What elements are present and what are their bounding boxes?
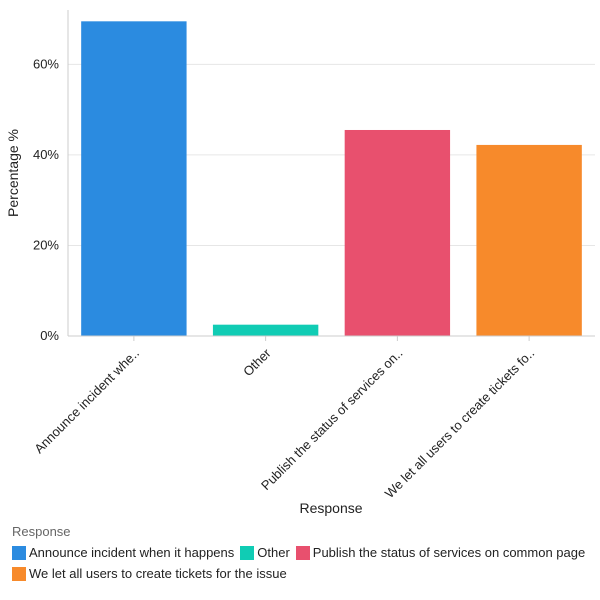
legend-swatch <box>12 566 26 581</box>
bar[interactable] <box>81 21 187 336</box>
bars <box>81 21 582 336</box>
bar[interactable] <box>476 144 582 336</box>
legend-label: Announce incident when it happens <box>29 545 235 560</box>
y-tick-label: 20% <box>33 237 59 252</box>
legend-items: Announce incident when it happens Other Pu… <box>12 545 597 581</box>
y-axis-title: Percentage % <box>5 129 21 217</box>
legend-swatch <box>295 545 310 560</box>
bar[interactable] <box>212 324 319 336</box>
legend-item[interactable]: Other <box>240 545 290 560</box>
bar[interactable] <box>344 129 451 336</box>
x-tick-label: Publish the status of services on.. <box>258 346 406 494</box>
legend-label: Other <box>257 545 290 560</box>
legend-label: Publish the status of services on common… <box>312 545 586 560</box>
legend-swatch <box>240 545 255 560</box>
x-tick-label: Other <box>240 345 274 379</box>
y-tick-label: 60% <box>33 56 59 71</box>
legend-title: Response <box>12 524 71 539</box>
x-axis-title: Response <box>299 500 362 516</box>
legend-item[interactable]: We let all users to create tickets for t… <box>12 566 287 581</box>
legend-item[interactable]: Publish the status of services on common… <box>295 545 586 560</box>
y-tick-label: 40% <box>33 147 59 162</box>
y-tick-label: 0% <box>40 328 59 343</box>
legend: Response Announce incident when it happe… <box>12 524 597 581</box>
legend-label: We let all users to create tickets for t… <box>29 566 287 581</box>
legend-item[interactable]: Announce incident when it happens <box>12 545 234 560</box>
bar-chart: 0%20%40%60%Announce incident whe.. OtherP… <box>5 10 595 516</box>
legend-swatch <box>12 545 26 560</box>
x-tick-label: Announce incident whe.. <box>31 346 142 457</box>
x-tick-label: We let all users to create tickets fo.. <box>382 346 538 502</box>
